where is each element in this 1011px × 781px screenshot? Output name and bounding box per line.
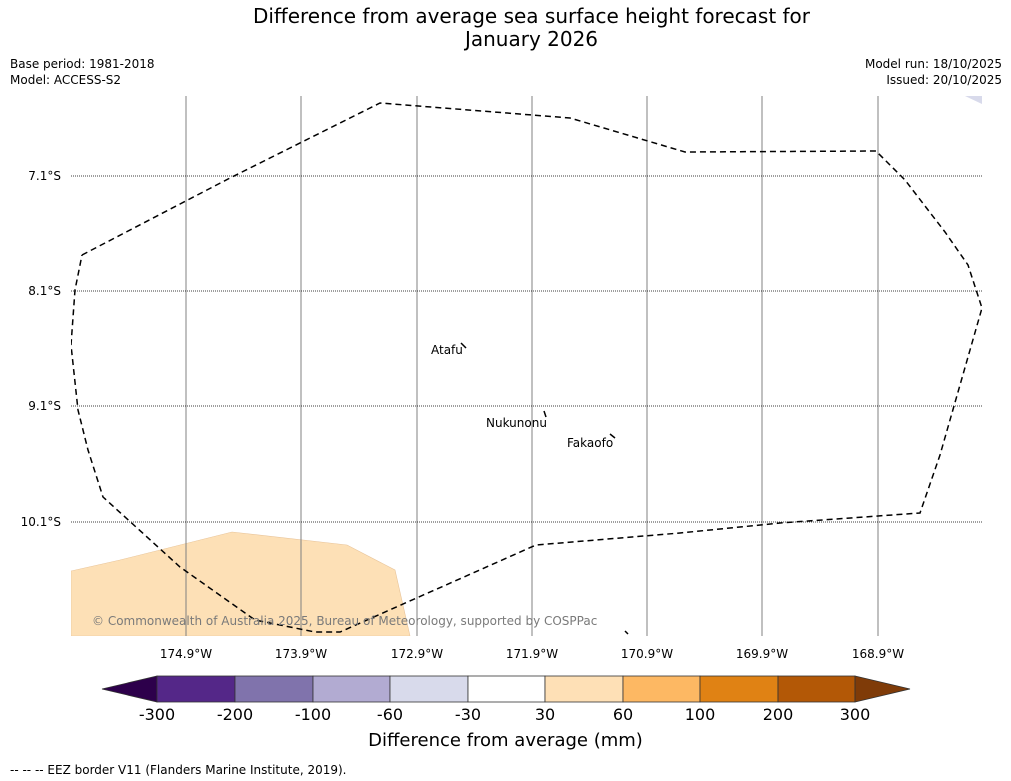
colorbar-tick-label: -200 xyxy=(216,705,254,724)
colorbar-swatch xyxy=(544,675,624,703)
colorbar-tick-label: -60 xyxy=(376,705,404,724)
colorbar-tick-label: -300 xyxy=(138,705,176,724)
atafu-island-shape xyxy=(460,342,467,349)
anomaly-fill-corner xyxy=(965,96,982,104)
lon-label: 168.9°W xyxy=(851,647,905,661)
colorbar-swatch xyxy=(234,675,314,703)
colorbar-swatch xyxy=(467,675,546,703)
colorbar-tick-label: 60 xyxy=(612,705,634,724)
lat-label: 7.1°S xyxy=(28,169,61,183)
lat-label: 9.1°S xyxy=(28,399,61,413)
colorbar-swatch xyxy=(389,675,469,703)
colorbar-tick-label: -30 xyxy=(454,705,482,724)
place-label-nukunonu: Nukunonu xyxy=(486,416,547,430)
lon-label: 171.9°W xyxy=(505,647,559,661)
colorbar-swatch xyxy=(312,675,391,703)
lon-label: 169.9°W xyxy=(735,647,789,661)
colorbar-title: Difference from average (mm) xyxy=(368,730,643,751)
map-title-line2: January 2026 xyxy=(464,27,599,51)
colorbar-extend-low xyxy=(101,675,158,703)
meta-right: Model run: 18/10/2025 Issued: 20/10/2025 xyxy=(865,56,1002,88)
lat-label: 8.1°S xyxy=(28,284,61,298)
colorbar-tick-label: 300 xyxy=(839,705,871,724)
map-title: Difference from average sea surface heig… xyxy=(0,5,1011,51)
lon-label: 172.9°W xyxy=(390,647,444,661)
colorbar-swatch xyxy=(699,675,779,703)
model-name: Model: ACCESS-S2 xyxy=(10,73,122,87)
base-period: Base period: 1981-2018 xyxy=(10,57,155,71)
latitude-gridlines xyxy=(71,175,982,523)
longitude-gridlines xyxy=(185,96,879,636)
swains-island-shape xyxy=(624,630,629,635)
map-title-line1: Difference from average sea surface heig… xyxy=(252,4,811,28)
eez-border xyxy=(71,102,982,633)
copyright-notice: © Commonwealth of Australia 2025, Bureau… xyxy=(92,614,598,628)
colorbar-tick-label: 100 xyxy=(684,705,716,724)
lat-label: 10.1°S xyxy=(20,515,61,529)
colorbar-tick-label: 30 xyxy=(534,705,556,724)
place-label-atafu: Atafu xyxy=(431,343,463,357)
colorbar-extend-high xyxy=(854,675,911,703)
lon-label: 170.9°W xyxy=(620,647,674,661)
nukunonu-island-shape xyxy=(543,410,547,418)
anomaly-fill-region xyxy=(71,531,411,636)
lon-label: 174.9°W xyxy=(159,647,213,661)
fakaofo-island-shape xyxy=(609,433,616,439)
meta-left: Base period: 1981-2018 Model: ACCESS-S2 xyxy=(10,56,155,88)
colorbar-swatch xyxy=(156,675,236,703)
issued-date: Issued: 20/10/2025 xyxy=(886,73,1002,87)
colorbar-tick-label: 200 xyxy=(762,705,794,724)
model-run: Model run: 18/10/2025 xyxy=(864,57,1002,71)
colorbar-tick-label: -100 xyxy=(294,705,332,724)
place-label-fakaofo: Fakaofo xyxy=(567,436,614,450)
eez-legend-footer: -- -- -- EEZ border V11 (Flanders Marine… xyxy=(10,763,347,777)
colorbar-swatch xyxy=(777,675,856,703)
lon-label: 173.9°W xyxy=(274,647,328,661)
colorbar-swatch xyxy=(622,675,701,703)
colorbar xyxy=(101,675,911,703)
